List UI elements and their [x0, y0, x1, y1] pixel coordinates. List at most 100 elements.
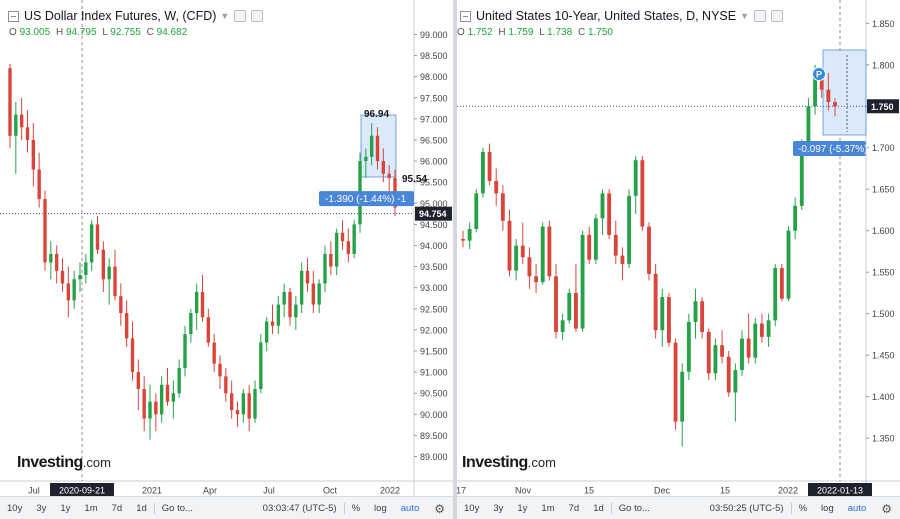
candle [89, 220, 94, 271]
candle-body [66, 283, 71, 301]
candle-body [600, 193, 605, 219]
candle [540, 222, 545, 285]
time-tick-label: Apr [203, 486, 217, 496]
candle [507, 209, 512, 277]
candle-body [580, 234, 585, 329]
close-icon[interactable] [251, 10, 264, 22]
candle [189, 308, 193, 343]
candle [334, 228, 339, 276]
dxy-chart-title[interactable]: US Dollar Index Futures, W, (CFD) ▼ [8, 9, 264, 23]
candle [25, 110, 30, 153]
price-tick-label: 93.500 [420, 262, 448, 272]
candle-body [253, 389, 257, 419]
candle-body [793, 205, 798, 231]
us10y-chart-title[interactable]: United States 10-Year, United States, D,… [460, 9, 784, 23]
price-tick-label: 96.500 [420, 135, 448, 145]
price-tick-label: 1.400 [872, 392, 895, 402]
range-10y-button[interactable]: 10y [7, 503, 23, 514]
candle [680, 363, 685, 447]
candle [574, 263, 578, 332]
range-7d-button[interactable]: 7d [111, 503, 123, 514]
close-value: 94.682 [156, 27, 188, 38]
collapse-icon[interactable] [8, 10, 19, 22]
investing-logo: Investing.com [462, 454, 556, 471]
candle-body [554, 276, 558, 332]
candle [54, 245, 59, 284]
price-tick-label: 95.500 [420, 178, 448, 188]
candle-body [520, 245, 525, 258]
clock-readout[interactable]: 03:03:47 (UTC-5) [262, 503, 337, 514]
auto-toggle[interactable]: auto [847, 503, 867, 514]
settings-icon[interactable] [234, 10, 247, 22]
candle-body [276, 304, 281, 326]
candle-body [229, 393, 234, 411]
range-10y-button[interactable]: 10y [464, 503, 480, 514]
candle [753, 317, 758, 364]
candle [620, 247, 625, 281]
candle [171, 380, 176, 419]
time-tick-label: 15 [584, 486, 594, 496]
us10y-chart-plot[interactable]: 1.850 1.800 1.750 1.700 1.650 1.600 1.550 1.500… [457, 0, 900, 496]
clock-readout[interactable]: 03:50:25 (UTC-5) [709, 503, 784, 514]
range-1d-button[interactable]: 1d [593, 503, 604, 514]
candle [713, 338, 718, 381]
settings-icon[interactable] [754, 10, 767, 22]
candle-body [14, 114, 18, 136]
gear-icon[interactable]: ⚙ [881, 501, 892, 516]
range-1y-button[interactable]: 1y [60, 503, 71, 514]
candle [474, 189, 479, 233]
candle-body [461, 239, 465, 241]
collapse-icon[interactable] [460, 10, 471, 22]
close-icon[interactable] [771, 10, 784, 22]
range-3y-button[interactable]: 3y [36, 503, 47, 514]
candle-body [527, 257, 532, 277]
candle-body [760, 323, 764, 337]
range-1y-button[interactable]: 1y [517, 503, 528, 514]
auto-toggle[interactable]: auto [400, 503, 420, 514]
candle [159, 376, 164, 423]
percent-toggle[interactable]: % [798, 503, 808, 514]
candle-body [78, 275, 82, 280]
price-tick-label: 97.000 [420, 114, 448, 124]
candle-body [514, 245, 519, 271]
chevron-down-icon[interactable]: ▼ [220, 11, 230, 21]
panel-divider[interactable] [453, 0, 457, 519]
log-toggle[interactable]: log [821, 503, 834, 514]
candle-body [159, 384, 164, 415]
low-value: 92.755 [110, 27, 141, 38]
candle [14, 101, 18, 174]
candle-body [49, 253, 53, 263]
candle-body [340, 232, 345, 242]
candle-body [189, 313, 193, 335]
candle [387, 165, 391, 195]
candle [653, 263, 658, 339]
candle-body [369, 135, 374, 157]
range-7d-button[interactable]: 7d [568, 503, 580, 514]
candle-body [329, 253, 333, 267]
candle [259, 334, 263, 394]
dxy-chart-plot[interactable]: 99.000 98.500 98.000 97.500 97.000 96.500 96.0… [0, 0, 453, 496]
goto-button[interactable]: Go to... [161, 503, 193, 514]
goto-button[interactable]: Go to... [618, 503, 650, 514]
percent-toggle[interactable]: % [351, 503, 361, 514]
candle [547, 220, 552, 281]
candle [235, 401, 240, 428]
price-tick-label: 1.600 [872, 226, 895, 236]
candle [311, 270, 316, 314]
gear-icon[interactable]: ⚙ [434, 501, 445, 516]
candle-body [826, 89, 831, 103]
candle [481, 147, 485, 198]
range-3y-button[interactable]: 3y [493, 503, 504, 514]
log-toggle[interactable]: log [374, 503, 387, 514]
price-tick-label: 99.000 [420, 30, 448, 40]
open-value: 93.005 [19, 27, 51, 38]
candle [726, 351, 731, 397]
range-1d-button[interactable]: 1d [136, 503, 147, 514]
chevron-down-icon[interactable]: ▼ [740, 11, 750, 21]
candle-body [294, 304, 298, 318]
range-1m-button[interactable]: 1m [541, 503, 555, 514]
candle [229, 380, 234, 419]
price-axis [866, 0, 900, 496]
candle-body [165, 384, 170, 402]
range-1m-button[interactable]: 1m [84, 503, 98, 514]
